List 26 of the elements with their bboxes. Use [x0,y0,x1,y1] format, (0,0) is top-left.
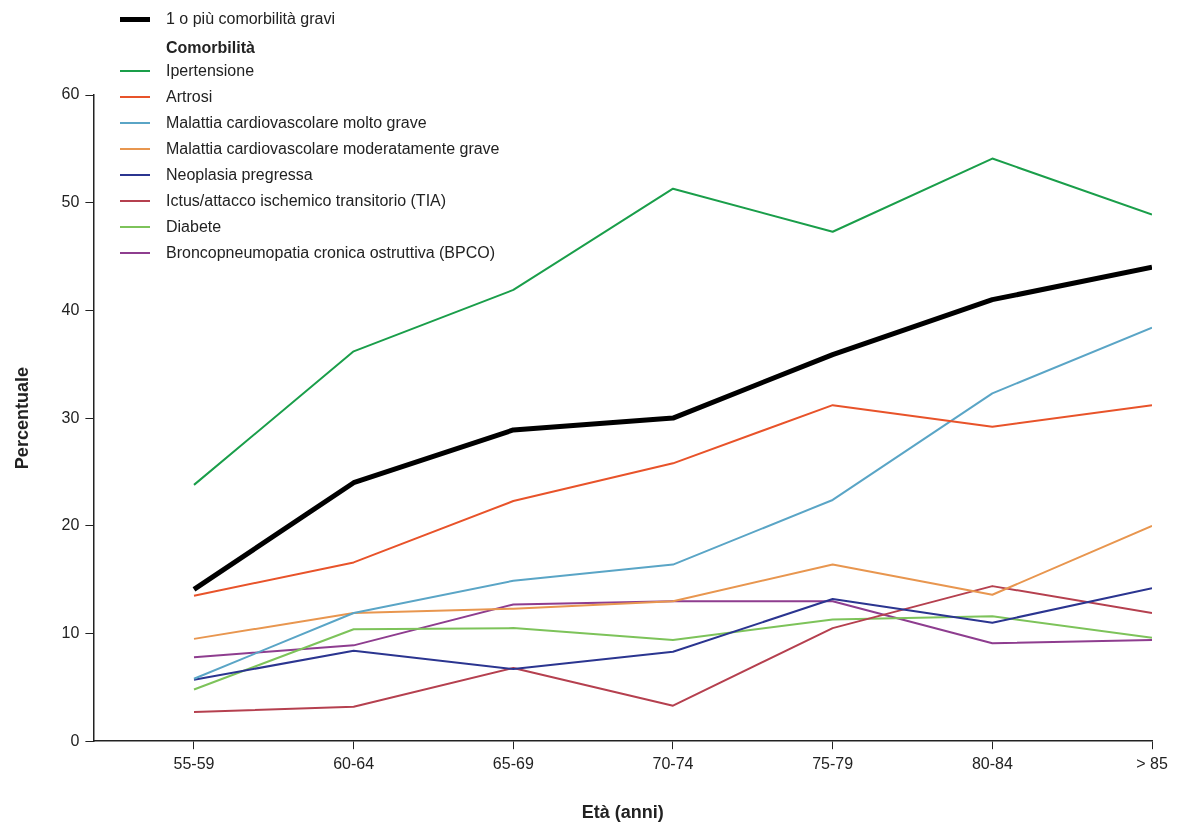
x-tick-label: 60-64 [333,755,375,773]
x-tick-label: > 85 [1136,755,1168,773]
y-tick-label: 50 [61,193,80,211]
x-tick-label: 80-84 [971,755,1013,773]
legend-label: 1 o più comorbilità gravi [166,10,335,28]
legend-label: Artrosi [166,88,213,106]
legend-label: Ipertensione [166,62,255,80]
x-tick-label: 75-79 [812,755,854,773]
y-tick-label: 0 [70,731,80,749]
y-tick-label: 20 [61,516,80,534]
x-tick-label: 65-69 [492,755,534,773]
legend-label: Neoplasia pregressa [166,166,313,184]
legend-label: Diabete [166,218,222,236]
legend-label: Malattia cardiovascolare molto grave [166,114,427,132]
y-axis-title: Percentuale [11,367,32,470]
y-tick-label: 10 [61,623,80,641]
y-tick-label: 60 [61,85,80,103]
legend-label: Malattia cardiovascolare moderatamente grave [166,140,500,158]
legend-label: Broncopneumopatia cronica ostruttiva (BPCO) [166,244,496,262]
legend-label: Ictus/attacco ischemico transitorio (TIA) [166,192,447,210]
y-tick-label: 40 [61,300,80,318]
legend-title: Comorbilità [165,38,256,58]
x-axis-title: Età (anni) [581,802,664,823]
x-tick-label: 55-59 [173,755,215,773]
y-tick-label: 30 [61,408,80,426]
x-tick-label: 70-74 [652,755,694,773]
